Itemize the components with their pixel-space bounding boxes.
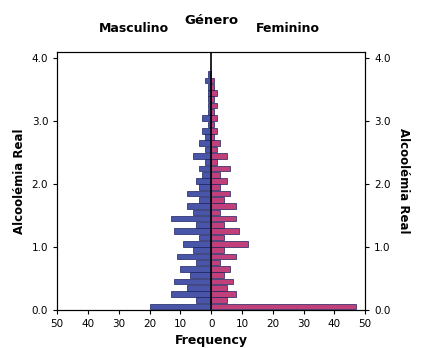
Y-axis label: Alcoolémia Real: Alcoolémia Real	[397, 128, 410, 234]
Bar	[211, 241, 248, 247]
Bar	[211, 147, 217, 152]
Bar	[202, 128, 211, 134]
Bar	[196, 178, 211, 184]
Bar	[211, 84, 214, 89]
Bar	[193, 153, 211, 159]
Bar	[208, 71, 211, 77]
Bar	[211, 109, 214, 115]
Bar	[208, 103, 211, 109]
Bar	[211, 78, 214, 83]
Bar	[174, 228, 211, 234]
Bar	[199, 141, 211, 146]
Bar	[208, 109, 211, 115]
Bar	[211, 153, 227, 159]
Bar	[211, 291, 236, 297]
Bar	[211, 184, 220, 190]
Bar	[199, 184, 211, 190]
Bar	[211, 121, 214, 127]
Bar	[171, 216, 211, 221]
Bar	[193, 247, 211, 253]
Bar	[211, 272, 224, 278]
Bar	[202, 172, 211, 177]
Bar	[196, 298, 211, 303]
Bar	[211, 228, 239, 234]
Bar	[211, 134, 214, 140]
Bar	[211, 304, 356, 309]
Bar	[211, 253, 236, 259]
Bar	[187, 203, 211, 209]
Bar	[211, 235, 224, 240]
Bar	[150, 304, 211, 309]
Bar	[208, 90, 211, 96]
Bar	[211, 209, 220, 215]
Bar	[211, 159, 217, 165]
Bar	[193, 209, 211, 215]
Bar	[211, 90, 217, 96]
Bar	[211, 266, 230, 272]
Title: Género: Género	[184, 14, 238, 27]
Bar	[199, 235, 211, 240]
Bar	[211, 216, 236, 221]
Y-axis label: Alcoolémia Real: Alcoolémia Real	[13, 128, 26, 234]
Bar	[211, 279, 233, 284]
Bar	[211, 197, 224, 203]
Bar	[205, 134, 211, 140]
Bar	[211, 166, 230, 171]
Bar	[196, 260, 211, 266]
Bar	[211, 260, 220, 266]
Bar	[211, 203, 236, 209]
Bar	[211, 103, 217, 109]
Bar	[211, 247, 224, 253]
Bar	[180, 266, 211, 272]
Bar	[202, 115, 211, 121]
Bar	[171, 291, 211, 297]
Text: Masculino: Masculino	[99, 23, 169, 35]
Bar	[187, 191, 211, 196]
Bar	[205, 147, 211, 152]
Text: Feminino: Feminino	[256, 23, 320, 35]
Bar	[211, 178, 227, 184]
Bar	[187, 285, 211, 291]
Bar	[199, 197, 211, 203]
X-axis label: Frequency: Frequency	[175, 334, 248, 347]
Bar	[190, 272, 211, 278]
Bar	[205, 159, 211, 165]
Bar	[211, 285, 227, 291]
Bar	[205, 78, 211, 83]
Bar	[211, 128, 217, 134]
Bar	[211, 191, 230, 196]
Bar	[211, 172, 220, 177]
Bar	[174, 279, 211, 284]
Bar	[177, 253, 211, 259]
Bar	[211, 96, 214, 102]
Bar	[196, 222, 211, 228]
Bar	[211, 141, 220, 146]
Bar	[211, 298, 227, 303]
Bar	[211, 222, 224, 228]
Bar	[199, 166, 211, 171]
Bar	[208, 121, 211, 127]
Bar	[208, 96, 211, 102]
Bar	[183, 241, 211, 247]
Bar	[211, 115, 217, 121]
Bar	[208, 84, 211, 89]
